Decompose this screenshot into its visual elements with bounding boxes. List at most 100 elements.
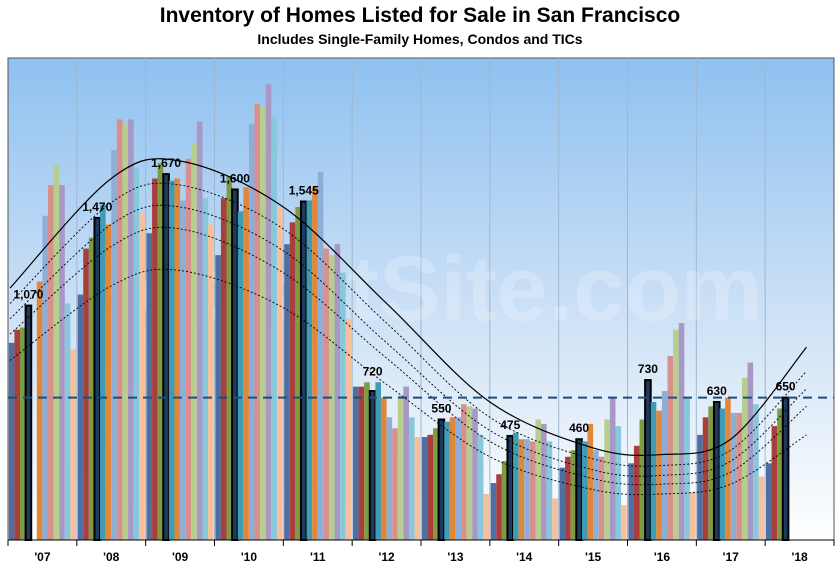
bar xyxy=(317,171,324,540)
bar xyxy=(765,463,772,540)
bar xyxy=(8,342,15,540)
bar xyxy=(312,187,318,540)
bar xyxy=(444,421,450,540)
bar xyxy=(334,244,341,540)
bar xyxy=(496,474,502,540)
x-tick-label: '07 xyxy=(34,550,51,564)
bar xyxy=(673,329,679,540)
data-label: 650 xyxy=(776,380,796,394)
bar xyxy=(449,417,456,540)
chart-subtitle: Includes Single-Family Homes, Condos and… xyxy=(257,31,583,47)
bar xyxy=(295,206,301,540)
bar xyxy=(105,224,112,540)
bar xyxy=(20,327,26,540)
bar xyxy=(414,437,421,540)
bar xyxy=(758,476,765,540)
data-label: 1,070 xyxy=(13,288,43,302)
trend-line xyxy=(9,226,807,486)
chart-title: Inventory of Homes Listed for Sale in Sa… xyxy=(159,4,681,27)
data-label: 730 xyxy=(638,362,658,376)
bar xyxy=(593,450,599,540)
bar xyxy=(271,117,277,541)
bar xyxy=(53,165,60,540)
bar-highlight xyxy=(24,304,33,541)
bar xyxy=(157,163,164,540)
bar xyxy=(111,150,117,540)
bar xyxy=(741,377,748,540)
bar xyxy=(36,281,43,540)
bar xyxy=(254,104,261,540)
bar xyxy=(168,180,175,540)
bar xyxy=(609,397,616,540)
bar xyxy=(220,198,227,540)
trend-line xyxy=(9,204,807,477)
bar xyxy=(570,450,577,540)
bar xyxy=(455,417,462,540)
bar xyxy=(265,84,272,541)
bar xyxy=(730,412,737,540)
data-label: 460 xyxy=(569,421,589,435)
bar xyxy=(650,401,657,540)
bar-highlight xyxy=(162,173,170,541)
data-label: 1,545 xyxy=(289,184,319,198)
data-label: 475 xyxy=(500,418,520,432)
bar xyxy=(243,187,249,540)
bar xyxy=(587,423,594,540)
data-label: 1,670 xyxy=(151,156,181,170)
bar xyxy=(152,178,158,540)
bar xyxy=(518,439,525,540)
bar xyxy=(70,349,77,540)
bar xyxy=(421,437,428,540)
bar xyxy=(777,408,783,540)
bar xyxy=(352,386,359,540)
x-tick-label: '10 xyxy=(241,550,258,564)
bar xyxy=(719,408,726,540)
bar xyxy=(461,404,467,540)
bar xyxy=(88,237,95,540)
bar xyxy=(628,463,634,540)
bar xyxy=(513,432,519,540)
bar xyxy=(48,185,54,540)
bar-highlight xyxy=(93,216,102,541)
bar-highlight xyxy=(231,188,239,541)
bar xyxy=(185,158,192,541)
x-tick-label: '09 xyxy=(172,550,189,564)
bar xyxy=(386,417,393,540)
bar xyxy=(83,248,89,541)
bar xyxy=(697,434,703,540)
bar xyxy=(633,445,640,540)
bar xyxy=(535,419,542,540)
bar xyxy=(340,272,346,540)
x-tick-label: '14 xyxy=(516,550,533,564)
bar xyxy=(323,248,329,541)
bar xyxy=(546,441,553,540)
bar xyxy=(133,167,140,540)
bar-highlight xyxy=(368,390,377,541)
bar-highlight xyxy=(644,379,652,541)
bar xyxy=(667,355,674,540)
bar xyxy=(306,200,313,540)
x-tick-label: '13 xyxy=(447,550,464,564)
bar xyxy=(708,406,714,540)
trend-line xyxy=(9,158,807,457)
bar xyxy=(501,461,508,540)
bar xyxy=(771,426,778,540)
data-label: 1,600 xyxy=(220,171,250,185)
bar xyxy=(621,504,627,540)
bar xyxy=(139,213,145,540)
x-tick-label: '15 xyxy=(585,550,602,564)
x-tick-label: '18 xyxy=(791,550,808,564)
bar xyxy=(477,434,484,540)
bar xyxy=(392,428,398,540)
bar xyxy=(122,123,129,541)
bar xyxy=(128,119,134,540)
bar xyxy=(524,439,530,540)
bar xyxy=(725,397,731,540)
bar xyxy=(639,419,646,540)
bar-highlight xyxy=(299,200,308,541)
bar xyxy=(237,211,244,540)
bar xyxy=(678,323,685,540)
trend-line xyxy=(9,268,807,496)
bar xyxy=(684,397,690,540)
